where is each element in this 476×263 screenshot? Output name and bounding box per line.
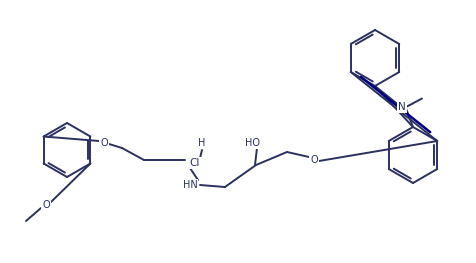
Text: Cl: Cl <box>190 158 200 168</box>
Text: H: H <box>198 138 206 148</box>
Text: HN: HN <box>183 180 198 190</box>
Text: O: O <box>42 200 50 210</box>
Text: O: O <box>100 138 108 148</box>
Text: O: O <box>310 155 318 165</box>
Text: HO: HO <box>245 138 259 148</box>
Text: N: N <box>398 102 406 112</box>
